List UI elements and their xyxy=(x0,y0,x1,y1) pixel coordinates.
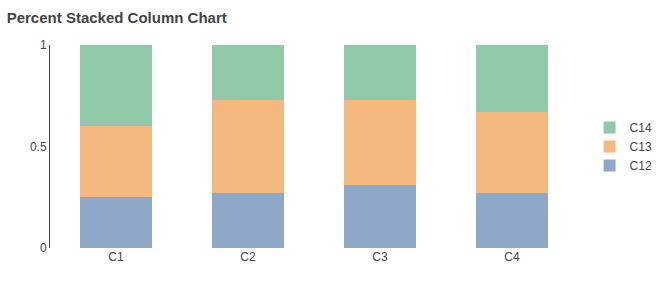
svg-text:C4: C4 xyxy=(504,250,520,264)
svg-text:C1: C1 xyxy=(108,250,124,264)
svg-text:C13: C13 xyxy=(630,140,652,154)
svg-text:C2: C2 xyxy=(240,250,256,264)
svg-text:C12: C12 xyxy=(630,159,652,173)
svg-text:Percent Stacked Column Chart: Percent Stacked Column Chart xyxy=(7,9,227,26)
svg-text:0.5: 0.5 xyxy=(30,140,47,154)
svg-text:1: 1 xyxy=(40,38,47,52)
svg-text:C3: C3 xyxy=(372,250,388,264)
svg-text:C14: C14 xyxy=(630,121,652,135)
svg-text:0: 0 xyxy=(40,241,47,255)
